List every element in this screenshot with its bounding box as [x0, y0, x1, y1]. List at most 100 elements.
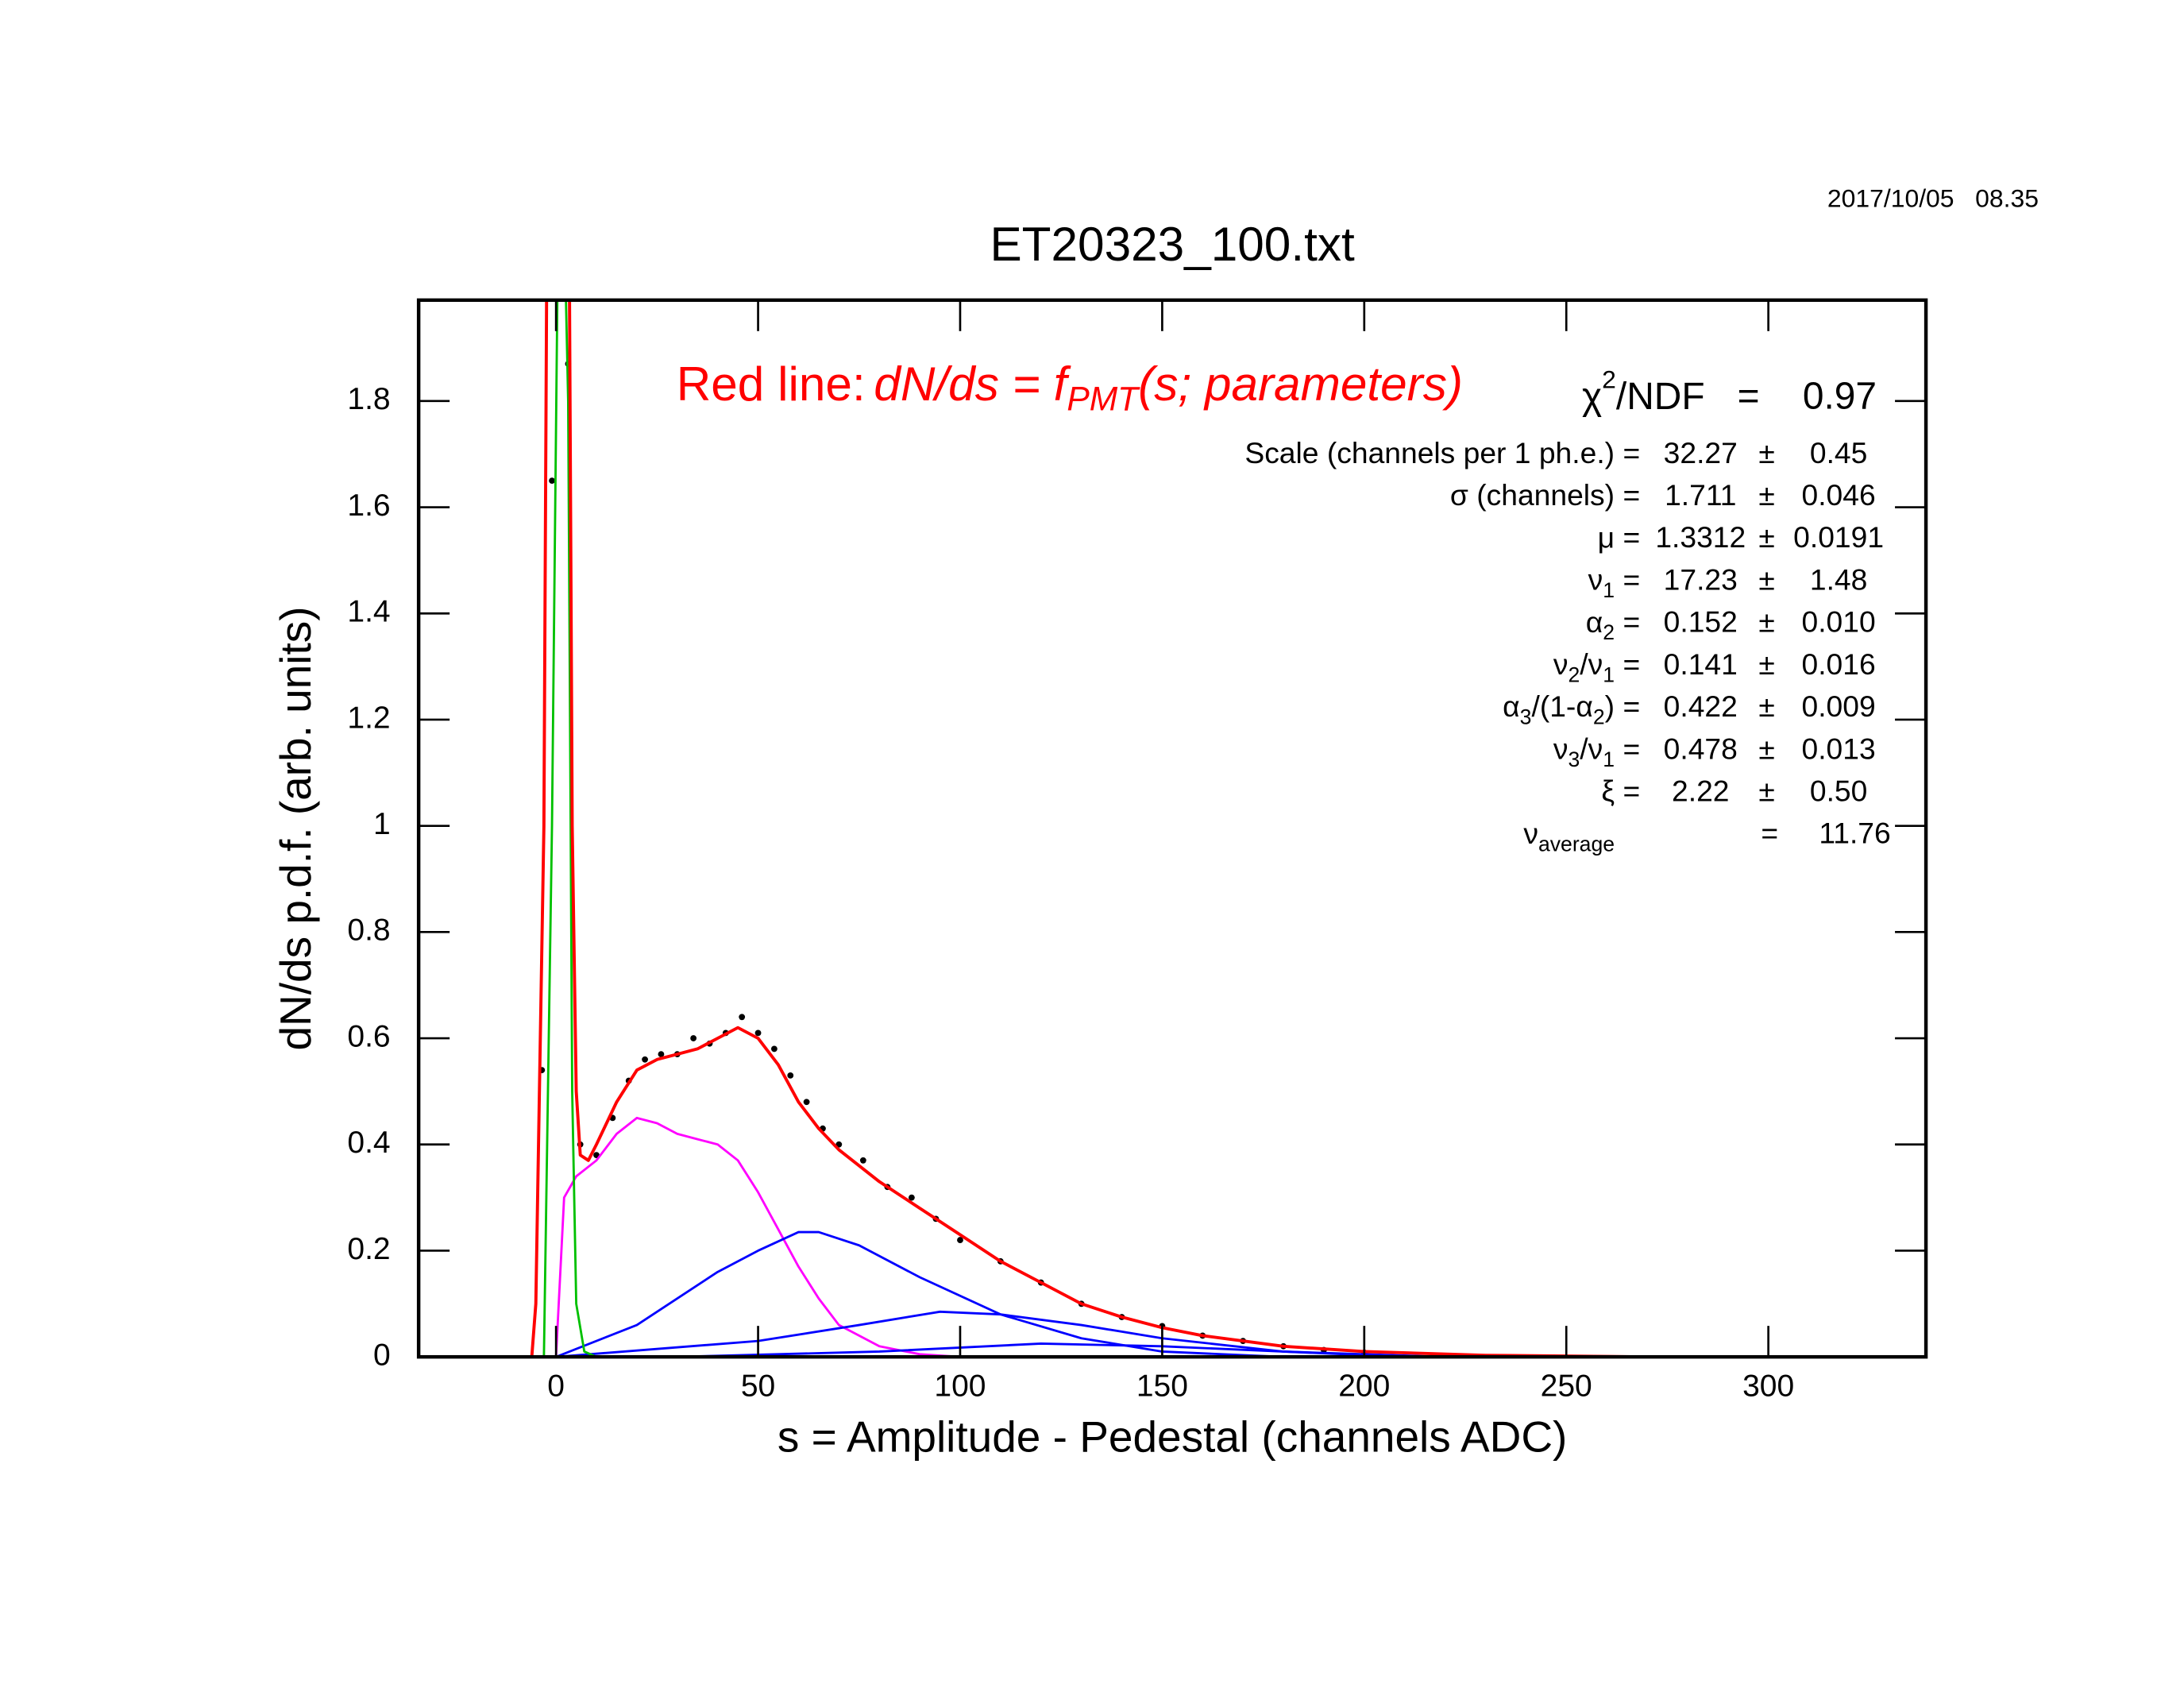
stat-pm: ±: [1758, 647, 1774, 681]
stat-label-part: ): [1605, 689, 1615, 723]
data-point: [739, 1014, 746, 1021]
chart-title: ET20323_100.txt: [990, 217, 1355, 271]
stat-label-part: 3: [1520, 705, 1532, 729]
stat-label-part: 1: [1603, 747, 1615, 771]
stat-eq: =: [1623, 732, 1640, 765]
stat-error: 0.0191: [1793, 520, 1884, 554]
stat-label-part: ν: [1523, 817, 1538, 850]
y-tick-label: 0.6: [347, 1019, 390, 1053]
stat-label-part: ξ: [1601, 774, 1615, 807]
annotation-part: (s; parameters): [1138, 357, 1463, 411]
x-tick-label: 100: [934, 1369, 986, 1403]
stat-label: ν1: [1588, 562, 1615, 602]
stat-error: 0.013: [1802, 732, 1876, 765]
stat-label-part: μ: [1598, 520, 1615, 554]
fit-curve: [554, 1116, 961, 1358]
x-tick-label: 150: [1136, 1369, 1188, 1403]
stat-label-part: Scale (channels per 1 ph.e.): [1244, 436, 1615, 469]
x-tick-label: 300: [1742, 1369, 1794, 1403]
stat-error: 0.009: [1802, 689, 1876, 723]
stat-label: μ: [1598, 520, 1615, 554]
stat-error: 0.010: [1802, 605, 1876, 639]
stat-label: σ (channels): [1450, 478, 1615, 512]
stat-value: 0.422: [1664, 689, 1738, 723]
stat-label-part: σ (channels): [1450, 478, 1615, 512]
stat-label-part: ν: [1588, 562, 1603, 596]
stat-value: 1.3312: [1655, 520, 1746, 554]
stat-eq: =: [1761, 817, 1778, 850]
stat-eq: =: [1623, 605, 1640, 639]
stat-label: ν3/ν1: [1553, 732, 1615, 771]
stat-eq: =: [1623, 520, 1640, 554]
stat-eq: =: [1623, 478, 1640, 512]
data-point: [803, 1099, 810, 1106]
stat-value: 0.478: [1664, 732, 1738, 765]
stat-value: 0.152: [1664, 605, 1738, 639]
stat-pm: ±: [1758, 436, 1774, 469]
stat-label: ξ: [1601, 774, 1615, 807]
stat-error: 0.45: [1810, 436, 1867, 469]
stat-value: 1.711: [1665, 478, 1736, 512]
y-tick-label: 0.4: [347, 1126, 390, 1160]
y-tick-label: 1.2: [347, 701, 390, 735]
data-point: [787, 1072, 794, 1079]
y-tick-label: 0.2: [347, 1232, 390, 1266]
stat-label-part: 2: [1593, 705, 1605, 729]
x-tick-label: 200: [1338, 1369, 1390, 1403]
stat-label: α3/(1-α2): [1503, 689, 1615, 729]
plot-frame: [416, 298, 1928, 1359]
fit-curve: [530, 299, 1648, 1358]
stat-label-part: α: [1586, 605, 1603, 639]
stat-value: 11.76: [1819, 817, 1890, 850]
stat-label: Scale (channels per 1 ph.e.): [1244, 436, 1615, 469]
stat-label: νaverage: [1523, 817, 1615, 856]
annotation-part: Red line:: [677, 357, 866, 411]
stat-pm: ±: [1758, 732, 1774, 765]
stat-label-part: /ν: [1580, 647, 1603, 681]
stat-label-part: average: [1538, 832, 1615, 856]
data-point: [859, 1157, 866, 1164]
data-point: [909, 1194, 915, 1201]
data-point: [690, 1035, 697, 1041]
date-stamp: 2017/10/05 08.35: [1827, 183, 2039, 212]
stat-label-part: 3: [1569, 747, 1580, 771]
chi2-label-part: 2: [1602, 365, 1616, 394]
stat-value: 17.23: [1664, 562, 1738, 596]
x-axis-label: s = Amplitude - Pedestal (channels ADC): [778, 1412, 1568, 1461]
chi2-value: 0.97: [1803, 376, 1877, 418]
stat-pm: ±: [1758, 605, 1774, 639]
stat-pm: ±: [1758, 689, 1774, 723]
stat-value: 0.141: [1664, 647, 1738, 681]
stat-label-part: α: [1503, 689, 1520, 723]
chi2-label: χ2/NDF: [1582, 365, 1705, 418]
annotation-part: dN/ds = f: [874, 357, 1071, 411]
stat-value: 32.27: [1664, 436, 1738, 469]
x-tick-label: 0: [547, 1369, 565, 1403]
x-tick-label: 250: [1541, 1369, 1592, 1403]
stat-label-part: /(1-α: [1531, 689, 1592, 723]
stat-error: 1.48: [1810, 562, 1867, 596]
stat-label: α2: [1586, 605, 1615, 645]
stat-error: 0.016: [1802, 647, 1876, 681]
stat-label-part: 1: [1603, 662, 1615, 686]
stat-label-part: 1: [1603, 578, 1615, 602]
stat-value: 2.22: [1672, 774, 1729, 807]
annotation: Red line: dN/ds = fPMT(s; parameters): [677, 357, 1463, 419]
stat-error: 0.50: [1810, 774, 1867, 807]
y-tick-label: 1: [373, 807, 391, 841]
stat-label: ν2/ν1: [1553, 647, 1615, 687]
fit-curve: [677, 1342, 1445, 1358]
fit-curve: [555, 1230, 1284, 1358]
y-tick-label: 1.6: [347, 489, 390, 523]
chi2-label-part: /NDF: [1616, 376, 1705, 418]
fit-curve: [556, 1310, 1405, 1358]
stat-pm: ±: [1758, 520, 1774, 554]
data-point: [549, 477, 555, 485]
data-point: [642, 1056, 648, 1063]
x-tick-label: 50: [741, 1369, 775, 1403]
data-point: [754, 1029, 762, 1037]
stat-eq: =: [1623, 689, 1640, 723]
